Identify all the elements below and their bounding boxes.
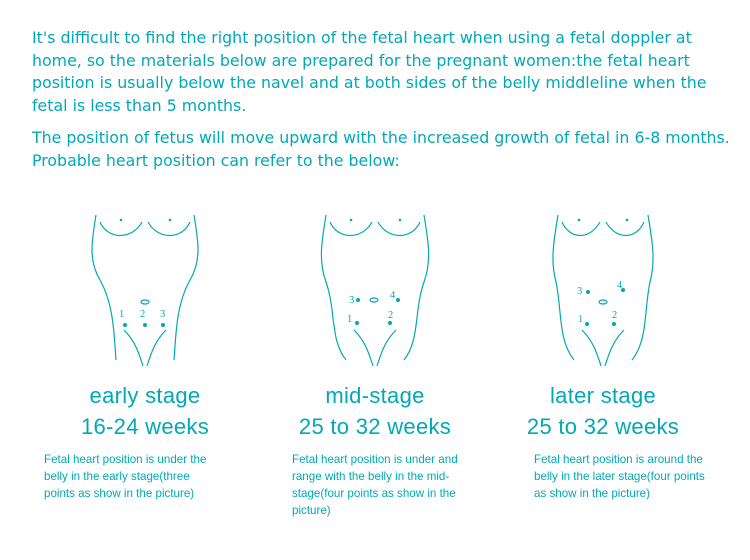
heart-point-3 <box>356 298 360 302</box>
belly-illustration-later: 1 2 3 4 <box>552 214 654 367</box>
breast-right <box>147 221 191 236</box>
pubic-curve-left <box>353 329 374 367</box>
stage-description: Fetal heart position is under the belly … <box>44 453 207 500</box>
stage-description: Fetal heart position is around the belly… <box>534 453 705 500</box>
torso-outline-right <box>631 214 654 361</box>
point-label-1: 1 <box>578 314 583 325</box>
heart-point-4 <box>621 288 625 292</box>
pubic-curve-right <box>604 329 625 367</box>
point-label-1: 1 <box>119 309 124 320</box>
point-label-3: 3 <box>577 286 582 297</box>
nipple-right-icon <box>398 218 402 222</box>
heart-point-1 <box>123 323 127 327</box>
torso-outline-left <box>320 214 347 361</box>
stage-weeks: 25 to 32 weeks <box>298 414 452 439</box>
torso-outline-left <box>552 214 575 361</box>
stage-description: Fetal heart position is under and range … <box>292 453 458 517</box>
breast-right <box>605 221 645 237</box>
heart-point-2 <box>612 322 616 326</box>
navel-icon <box>598 299 608 305</box>
nipple-left-icon <box>577 218 581 222</box>
point-label-2: 2 <box>140 309 145 320</box>
pubic-curve-left <box>581 329 602 367</box>
intro-text: It's difficult to find the right positio… <box>32 27 732 172</box>
torso-outline-right <box>173 214 199 361</box>
stage-early: 1 2 3 early stage 16-24 weeks Fetal hear… <box>20 210 270 550</box>
intro-paragraph-1: It's difficult to find the right positio… <box>32 28 707 115</box>
point-label-3: 3 <box>349 295 354 306</box>
stage-mid: 1 2 3 4 mid-stage 25 to 32 weeks Fetal h… <box>250 210 500 550</box>
heart-point-2 <box>388 321 392 325</box>
heart-point-1 <box>355 321 359 325</box>
pubic-curve-left <box>123 329 144 367</box>
breast-left <box>329 221 373 236</box>
point-label-1: 1 <box>347 314 352 325</box>
intro-paragraph-2: The position of fetus will move upward w… <box>32 127 732 172</box>
navel-icon <box>140 299 150 305</box>
stage-title: early stage <box>89 383 201 408</box>
nipple-right-icon <box>168 218 172 222</box>
heart-point-3 <box>161 323 165 327</box>
heart-point-1 <box>585 322 589 326</box>
point-label-3: 3 <box>160 309 165 320</box>
torso-outline-right <box>403 214 430 361</box>
pubic-curve-right <box>146 329 167 367</box>
breast-right <box>377 221 421 236</box>
belly-illustration-mid: 1 2 3 4 <box>320 214 430 367</box>
heart-point-4 <box>396 298 400 302</box>
heart-point-2 <box>143 323 147 327</box>
stage-weeks: 16-24 weeks <box>80 414 210 439</box>
point-label-4: 4 <box>617 280 623 291</box>
point-label-2: 2 <box>612 310 617 321</box>
nipple-left-icon <box>119 218 123 222</box>
heart-point-3 <box>586 290 590 294</box>
intro-paragraph-2-line-1: The position of fetus will move upward w… <box>32 128 730 147</box>
breast-left <box>99 221 143 236</box>
nipple-left-icon <box>349 218 353 222</box>
nipple-right-icon <box>625 218 629 222</box>
stage-weeks: 25 to 32 weeks <box>526 414 680 439</box>
belly-illustration-early: 1 2 3 <box>91 214 199 367</box>
point-label-4: 4 <box>390 290 396 301</box>
intro-paragraph-2-line-2: Probable heart position can refer to the… <box>32 150 400 170</box>
torso-outline-left <box>91 214 117 361</box>
stage-later: 1 2 3 4 later stage 25 to 32 weeks Fetal… <box>478 210 728 550</box>
point-label-2: 2 <box>388 310 393 321</box>
stage-title: later stage <box>549 383 657 408</box>
navel-icon <box>369 297 379 303</box>
stage-title: mid-stage <box>325 383 425 408</box>
pubic-curve-right <box>376 329 397 367</box>
breast-left <box>561 221 601 237</box>
